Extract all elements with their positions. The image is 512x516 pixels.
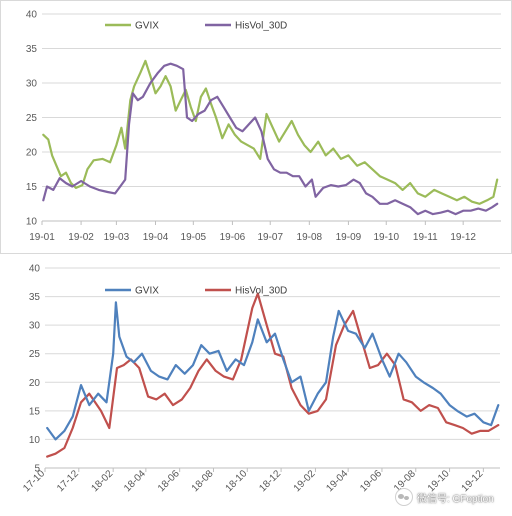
watermark: 微信号: GFoption: [395, 486, 510, 508]
x-tick-label: 18-12: [257, 468, 283, 494]
x-tick-label: 19-04: [324, 468, 350, 494]
y-tick-label: 15: [29, 406, 41, 417]
y-tick-label: 10: [29, 435, 41, 446]
x-tick-label: 19-08: [297, 232, 323, 243]
x-tick-label: 19-10: [373, 232, 399, 243]
y-tick-label: 30: [29, 321, 41, 332]
x-tick-label: 19-12: [450, 232, 476, 243]
y-tick-label: 40: [29, 264, 41, 275]
y-tick-label: 35: [26, 44, 38, 55]
wechat-icon: [395, 488, 413, 506]
series-line-gvix: [42, 59, 499, 205]
x-tick-label: 19-03: [104, 232, 130, 243]
x-tick-label: 19-11: [413, 232, 438, 243]
x-tick-label: 19-02: [68, 232, 94, 243]
chart-frame: [0, 0, 512, 254]
y-tick-label: 15: [26, 182, 38, 193]
x-tick-label: 19-04: [143, 232, 169, 243]
x-tick-label: 19-06: [358, 468, 384, 494]
x-tick-label: 19-02: [292, 468, 318, 494]
x-tick-label: 18-02: [89, 468, 115, 494]
x-tick-label: 18-04: [122, 468, 148, 494]
chart-2019: 10 15 20 25 30 35 40 19-01 19-02 19-03 19-04 19-05 1…: [0, 0, 512, 254]
y-tick-label: 40: [26, 10, 38, 21]
y-tick-label: 20: [29, 378, 41, 389]
y-tick-label: 20: [26, 148, 38, 159]
x-tick-label: 19-01: [29, 232, 55, 243]
series-line-gvix: [46, 301, 500, 441]
legend-label: HisVol_30D: [235, 286, 287, 297]
x-tick-label: 19-09: [336, 232, 362, 243]
y-tick-label: 35: [29, 292, 41, 303]
y-tick-label: 5: [34, 464, 40, 475]
watermark-text: 微信号: GFoption: [417, 493, 494, 505]
legend-label: GVIX: [135, 21, 159, 32]
y-tick-label: 25: [26, 113, 38, 124]
y-tick-label: 25: [29, 349, 41, 360]
x-tick-label: 17-10: [21, 468, 47, 494]
y-tick-label: 10: [26, 217, 38, 228]
legend-label: GVIX: [135, 286, 159, 297]
chart-2017-2019: 5 10 15 20 25 30 35 40 17-10 17-12 18-02 18-04 18-06…: [21, 264, 500, 494]
legend-label: HisVol_30D: [235, 21, 287, 32]
y-tick-label: 30: [26, 79, 38, 90]
x-tick-label: 19-06: [220, 232, 246, 243]
x-tick-label: 18-06: [156, 468, 182, 494]
x-tick-label: 19-05: [181, 232, 207, 243]
x-tick-label: 18-10: [224, 468, 250, 494]
x-tick-label: 17-12: [55, 468, 81, 494]
x-tick-label: 18-08: [190, 468, 216, 494]
series-line-hisvol-30d: [42, 62, 499, 216]
x-tick-label: 19-07: [257, 232, 283, 243]
